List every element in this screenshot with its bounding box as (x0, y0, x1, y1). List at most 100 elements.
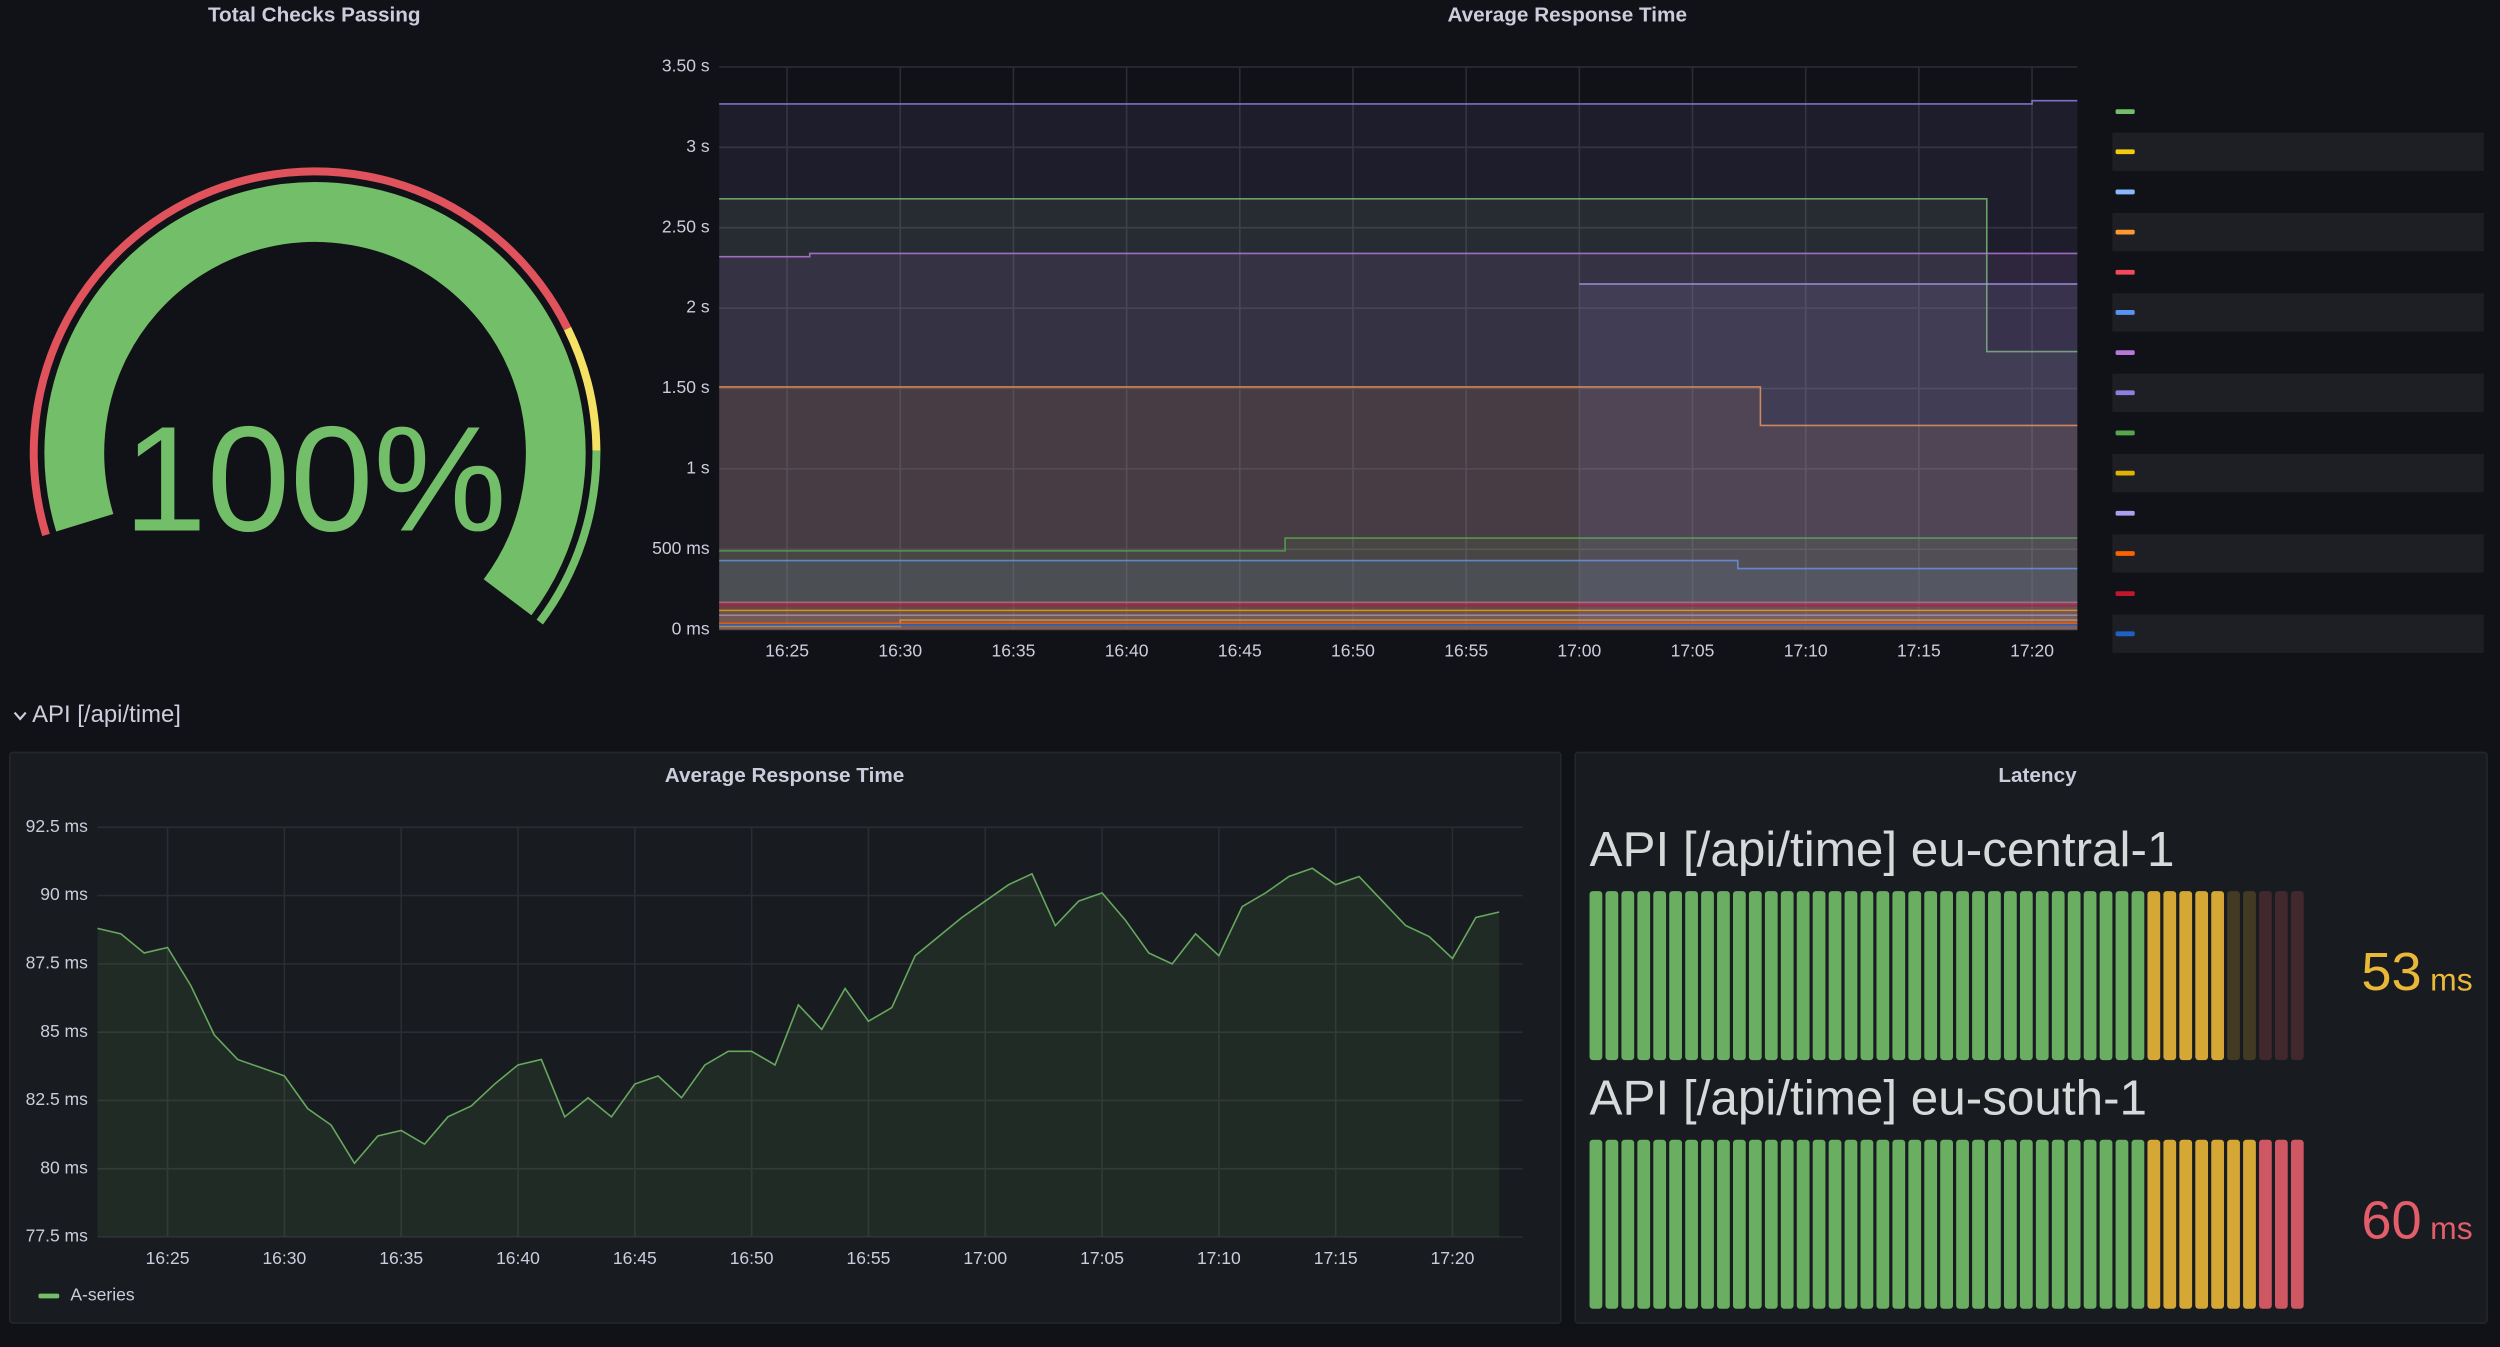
x-tick-label: 17:05 (1671, 641, 1715, 661)
bar-gauge-name: API [/api/time] eu-central-1 (1590, 822, 2175, 877)
x-tick-label: 17:00 (1557, 641, 1601, 661)
bar-cell (1748, 891, 1762, 1061)
series-line (719, 559, 2078, 570)
legend-swatch (2115, 551, 2135, 556)
y-tick-label: 0 ms (672, 618, 710, 638)
legend-row (2112, 373, 2484, 412)
bar-cell (1653, 891, 1667, 1061)
section-title[interactable]: API [/api/time] (32, 701, 181, 728)
area-fill (719, 605, 2078, 630)
bar-cell (2179, 891, 2193, 1061)
bar-cell (1733, 1139, 1746, 1309)
bar-cell (2019, 891, 2033, 1061)
x-tick-label: 16:55 (1444, 641, 1488, 661)
bar-gauge-unit: ms (2430, 961, 2473, 997)
bar-cell (1860, 1139, 1874, 1309)
bar-cell (1589, 1139, 1603, 1309)
bar-cell (1844, 891, 1858, 1061)
bar-cell (1892, 891, 1906, 1061)
bar-cell (1748, 1139, 1762, 1309)
x-tick-label: 16:50 (1331, 641, 1375, 661)
x-tick-label: 16:45 (1218, 641, 1262, 661)
bar-cell (1653, 1139, 1667, 1309)
y-tick-label: 85 ms (40, 1021, 88, 1041)
bar-cell (1812, 1139, 1826, 1309)
y-tick-label: 80 ms (40, 1157, 88, 1177)
bar-cell (2211, 891, 2224, 1061)
bar-cell (1924, 1139, 1938, 1309)
bar-cell (2147, 1139, 2161, 1309)
bar-cell (1796, 891, 1810, 1061)
bar-cell-empty (2290, 891, 2304, 1061)
area-fill (719, 624, 2078, 630)
bar-cell (1796, 1139, 1810, 1309)
bar-cell (1860, 891, 1874, 1061)
bar-cell (1669, 1139, 1682, 1309)
bar-cell (1637, 1139, 1651, 1309)
bar-cell (2179, 1139, 2193, 1309)
panel-title: Latency (1998, 764, 2077, 787)
x-tick-label: 16:30 (262, 1248, 306, 1268)
bar-cell (1669, 891, 1682, 1061)
series-line (97, 867, 1500, 1165)
bar-cell (1908, 1139, 1922, 1309)
bar-cell (1764, 1139, 1778, 1309)
bar-cell (1956, 891, 1969, 1061)
y-tick-label: 2 s (686, 297, 710, 317)
threshold-arc (536, 450, 601, 625)
bar-cell (2290, 1139, 2304, 1309)
bar-cell-empty (2274, 891, 2288, 1061)
x-tick-label: 16:35 (992, 641, 1036, 661)
bar-cell (1637, 891, 1651, 1061)
bar-cell (2259, 1139, 2272, 1309)
bar-cell-empty (2243, 891, 2256, 1061)
bar-cell (1589, 891, 1603, 1061)
x-tick-label: 16:45 (613, 1248, 657, 1268)
legend-row (2112, 212, 2484, 252)
bar-cell (1780, 891, 1794, 1061)
legend-swatch (2115, 390, 2135, 396)
legend-row (2112, 132, 2484, 171)
x-tick-label: 17:20 (1431, 1248, 1475, 1268)
bar-cell (2195, 891, 2209, 1061)
bar-cell (1988, 1139, 2001, 1309)
area-fill (719, 253, 2078, 630)
y-tick-label: 1.50 s (662, 377, 710, 397)
bar-cell (2147, 891, 2161, 1061)
x-tick-label: 17:10 (1784, 641, 1828, 661)
bar-cell (2274, 1139, 2288, 1309)
collapse-chevron[interactable] (13, 711, 27, 721)
gauge-value: 100% (123, 395, 506, 563)
x-tick-label: 16:25 (146, 1248, 190, 1268)
bar-cell (1621, 1139, 1635, 1309)
legend-swatch (2115, 591, 2135, 597)
bar-cell (1717, 1139, 1730, 1309)
legend-swatch (2115, 350, 2135, 356)
bar-cell-empty (2259, 891, 2272, 1061)
bar-cell (2227, 1139, 2240, 1309)
legend-swatch (2115, 229, 2135, 235)
y-tick-label: 3.50 s (662, 56, 710, 76)
legend-swatch (2115, 149, 2135, 155)
x-tick-label: 16:25 (765, 641, 809, 661)
y-tick-label: 1 s (686, 458, 710, 478)
bar-cell (2115, 1139, 2129, 1309)
bar-cell (1956, 1139, 1969, 1309)
y-tick-label: 77.5 ms (26, 1226, 89, 1246)
bar-cell (1812, 891, 1826, 1061)
x-tick-label: 17:15 (1314, 1248, 1358, 1268)
bar-cell (1892, 1139, 1906, 1309)
bar-cell (2067, 1139, 2081, 1309)
threshold-arc (563, 326, 601, 451)
legend-label: A-series (70, 1285, 134, 1305)
y-tick-label: 500 ms (652, 538, 710, 558)
x-tick-label: 17:00 (963, 1248, 1007, 1268)
gauge-value-arc (43, 181, 587, 617)
bar-cell (2083, 1139, 2097, 1309)
x-tick-label: 17:05 (1080, 1248, 1124, 1268)
bar-cell (2115, 891, 2129, 1061)
bar-cell (2083, 891, 2097, 1061)
legend-row (2112, 453, 2484, 493)
legend-swatch (2115, 109, 2135, 114)
